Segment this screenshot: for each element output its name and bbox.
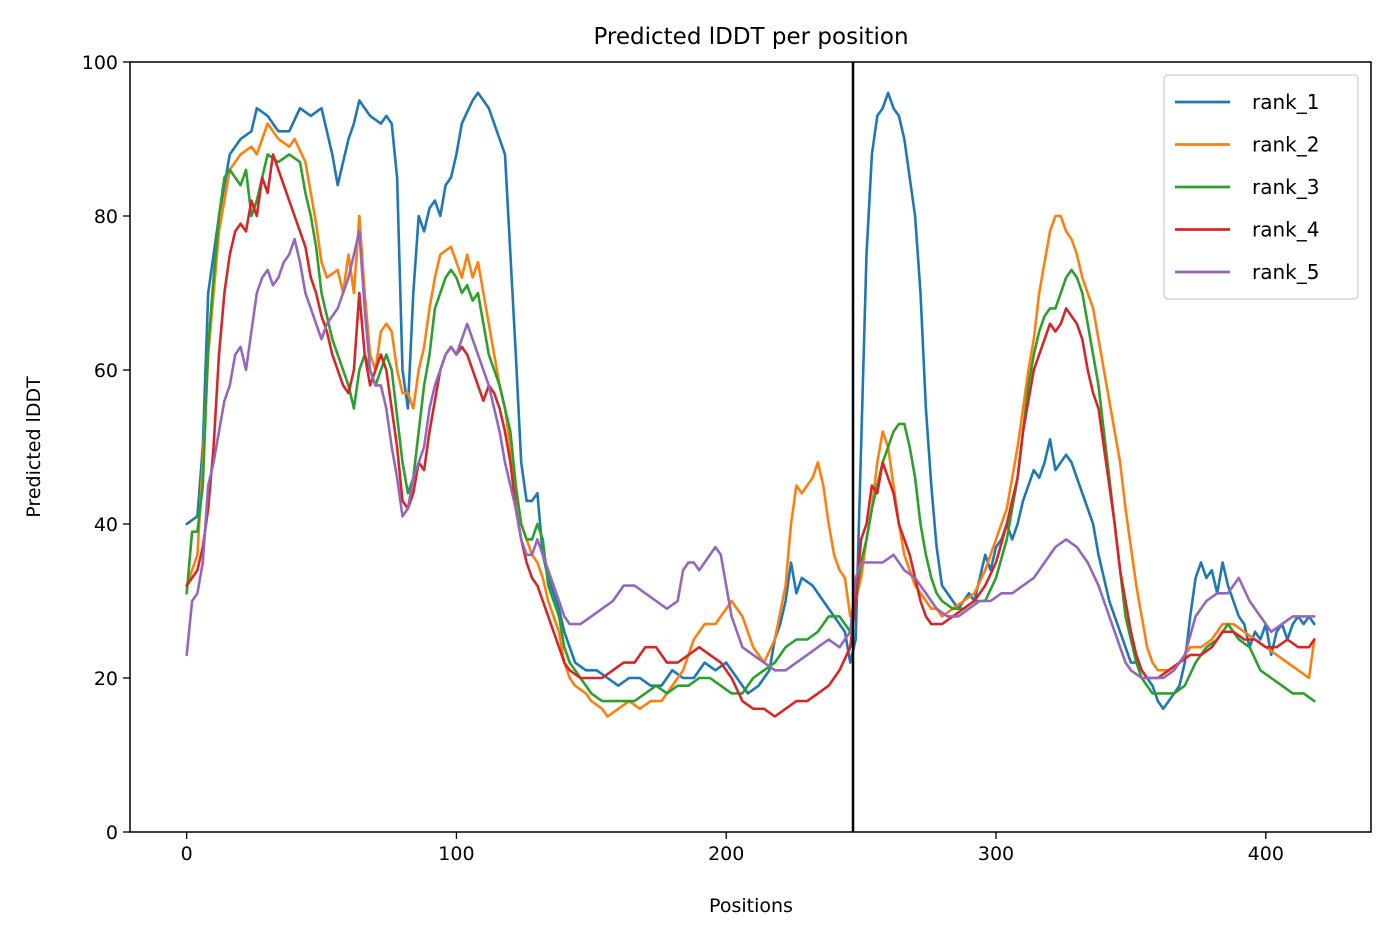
x-tick-label: 200 — [708, 843, 744, 865]
x-axis-label: Positions — [709, 895, 793, 917]
y-axis: 0 20 40 60 80 100 — [82, 52, 130, 844]
legend-label-rank_5: rank_5 — [1252, 260, 1319, 284]
x-axis: 0 100 200 300 400 — [181, 832, 1284, 865]
plot-area — [129, 61, 1372, 833]
y-tick-label: 100 — [82, 52, 118, 74]
legend-label-rank_1: rank_1 — [1252, 90, 1319, 114]
legend-label-rank_2: rank_2 — [1252, 133, 1319, 157]
series-line-rank_4 — [185, 153, 1316, 718]
series-line-rank_2 — [185, 122, 1316, 718]
legend-label-rank_3: rank_3 — [1252, 175, 1319, 199]
x-tick-label: 300 — [978, 843, 1014, 865]
y-tick-label: 60 — [94, 360, 118, 382]
y-tick-label: 0 — [106, 822, 118, 844]
x-tick-label: 0 — [181, 843, 193, 865]
y-tick-label: 20 — [94, 668, 118, 690]
series-lines — [185, 91, 1316, 718]
x-tick-label: 100 — [438, 843, 474, 865]
series-line-rank_1 — [185, 91, 1316, 711]
legend: rank_1 rank_2 rank_3 rank_4 rank_5 — [1163, 74, 1359, 300]
y-tick-label: 80 — [94, 206, 118, 228]
chart-title: Predicted lDDT per position — [593, 24, 908, 50]
y-tick-label: 40 — [94, 514, 118, 536]
series-line-rank_3 — [185, 153, 1316, 703]
axes-frame — [129, 61, 1372, 833]
series-line-rank_5 — [185, 230, 1316, 680]
legend-box — [1163, 74, 1359, 300]
x-tick-label: 400 — [1248, 843, 1284, 865]
legend-label-rank_4: rank_4 — [1252, 218, 1319, 242]
y-axis-label: Predicted lDDT — [23, 376, 45, 518]
